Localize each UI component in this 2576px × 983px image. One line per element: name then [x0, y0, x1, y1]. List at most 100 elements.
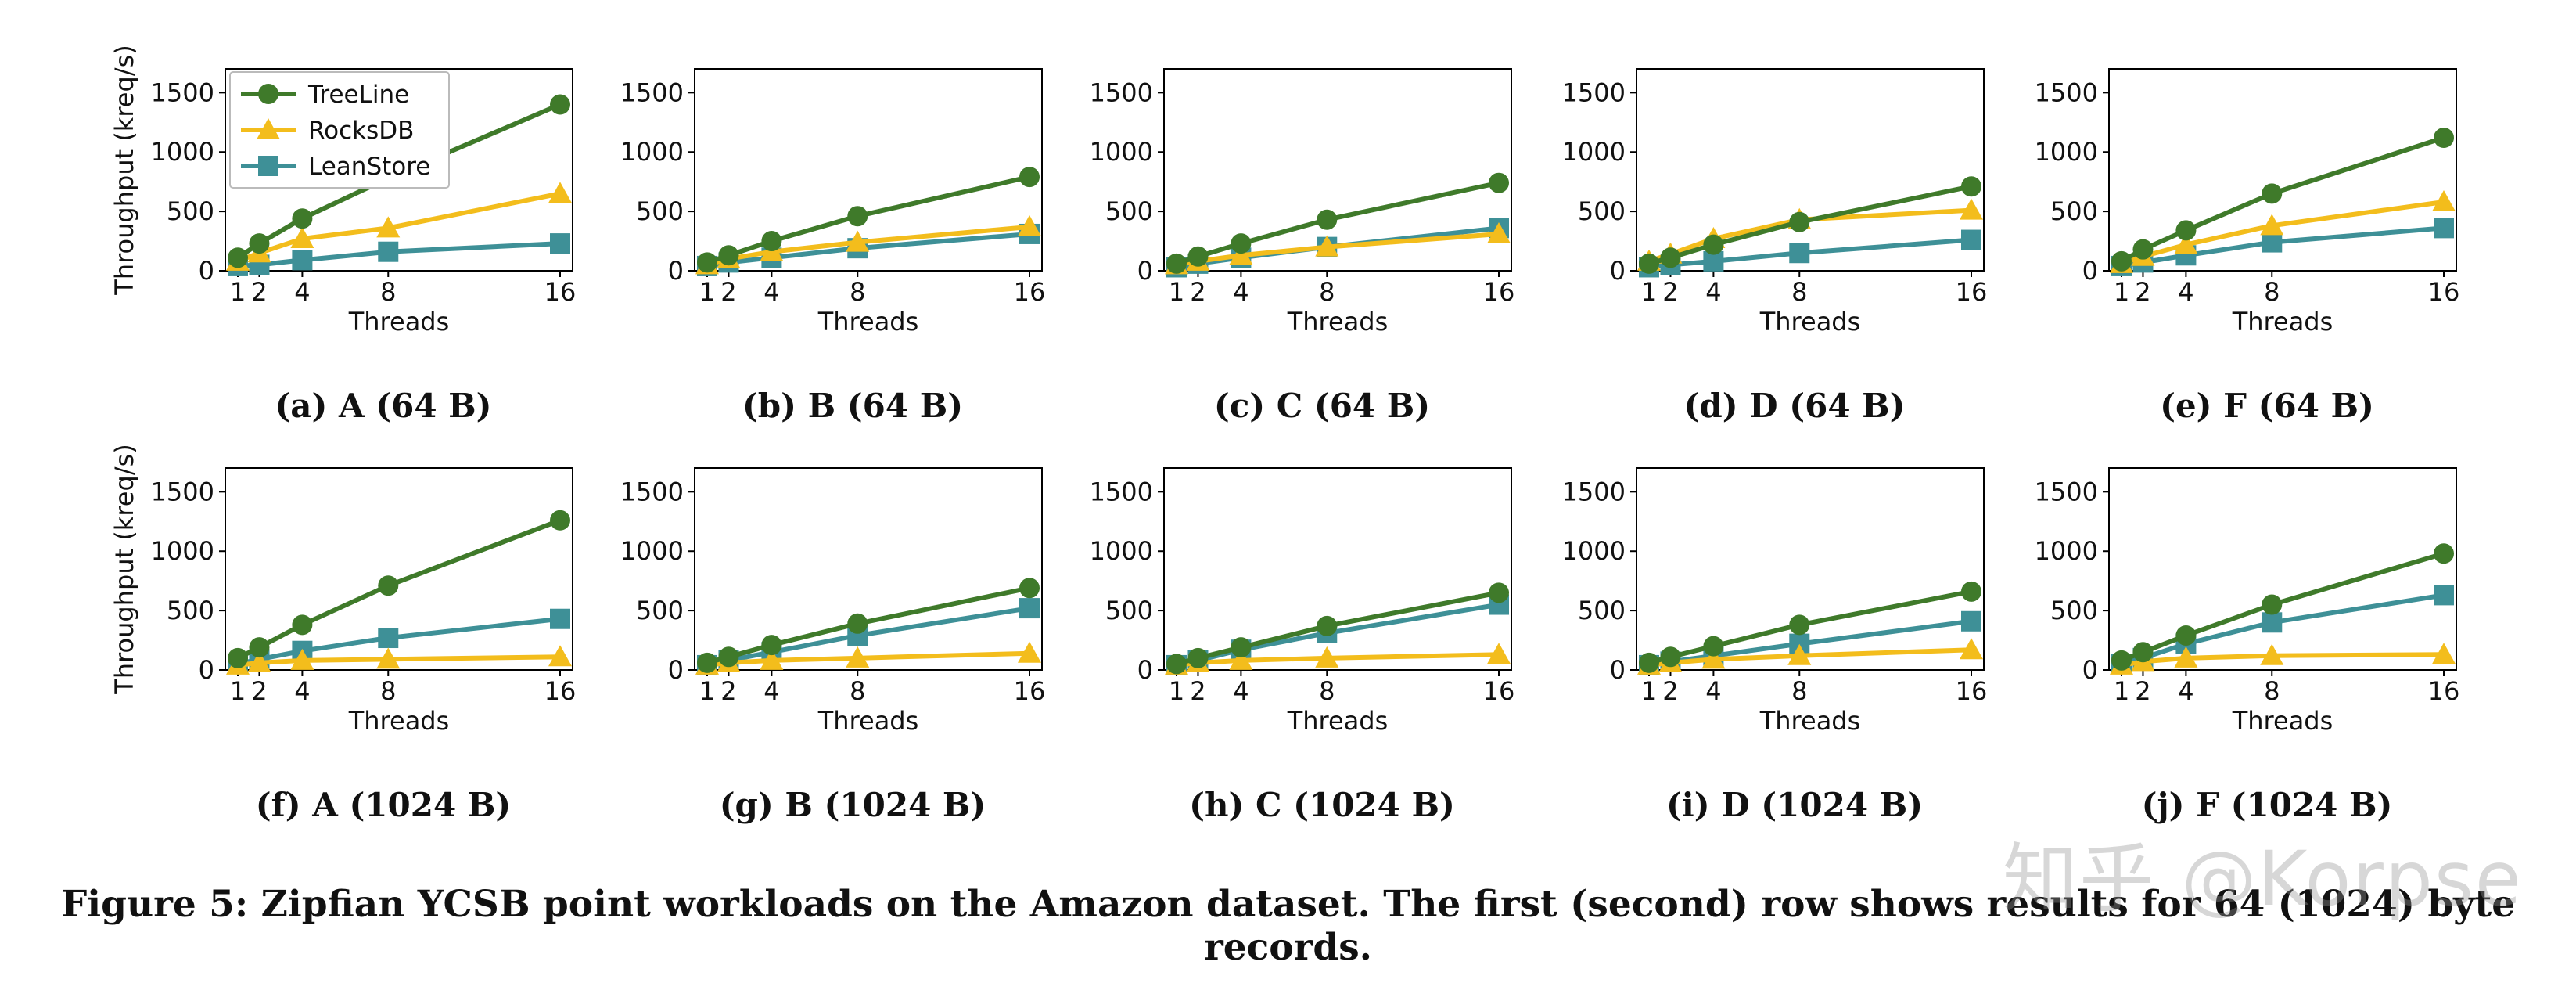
data-point [292, 250, 313, 271]
data-point [1961, 229, 1981, 250]
y-tick-label: 500 [636, 596, 684, 625]
chart-panel: 0 500 1000 1500 1 2 4 8 16 Threads (b) B (64 B) [620, 68, 1046, 425]
series-rocksdb [1165, 221, 1511, 275]
data-point [1315, 235, 1339, 257]
y-tick-label: 500 [1578, 196, 1626, 226]
x-tick-label: 8 [850, 676, 865, 706]
plot-frame [2108, 467, 2457, 671]
data-point [1789, 243, 1810, 264]
data-point [290, 227, 314, 249]
x-tick-label: 2 [251, 676, 267, 706]
x-axis-label: Threads [348, 706, 450, 736]
data-point [228, 647, 248, 668]
data-point [1315, 646, 1339, 668]
data-point [2111, 650, 2132, 671]
x-tick-label: 4 [2178, 277, 2193, 307]
x-tick-label: 8 [1319, 676, 1335, 706]
x-tick-label: 8 [1319, 277, 1335, 307]
data-point [1317, 209, 1338, 230]
x-tick-label: 2 [251, 277, 267, 307]
x-axis-label: Threads [2232, 706, 2333, 736]
subfigure-caption: (i) D (1024 B) [1666, 786, 1923, 824]
data-point [378, 241, 399, 262]
subfigure-caption: (c) C (64 B) [1214, 387, 1430, 425]
data-point [290, 648, 314, 670]
series-line [2120, 551, 2445, 663]
x-tick-label: 1 [1641, 676, 1657, 706]
series-treeline [2111, 128, 2454, 272]
data-point [1487, 643, 1511, 664]
y-tick-label: 0 [1137, 655, 1153, 685]
y-tick-label: 500 [1105, 196, 1153, 226]
y-tick-label: 500 [1578, 596, 1626, 625]
data-point [1018, 214, 1041, 236]
data-point [1703, 636, 1724, 657]
y-tick-label: 1000 [151, 137, 214, 167]
series-treeline [697, 578, 1040, 673]
x-tick-label: 1 [2114, 277, 2129, 307]
y-tick-label: 0 [1610, 655, 1626, 685]
data-point [550, 94, 570, 115]
legend-box [229, 71, 450, 189]
x-tick-label: 16 [2428, 676, 2460, 706]
data-point [1487, 221, 1511, 243]
chart-panel: 0 500 1000 1500 1 2 4 8 16 Threads (d) D (64 B) [1562, 68, 1987, 425]
plot-frame [1163, 68, 1512, 272]
plot-frame [1636, 68, 1985, 272]
x-tick-label: 1 [1641, 277, 1657, 307]
chart-panel: 0 500 1000 1500 1 2 4 8 16 Threads (h) C (1024 B) [1090, 467, 1515, 824]
data-point [2262, 612, 2283, 633]
y-tick-label: 1500 [1562, 77, 1626, 107]
subfigure-caption: (f) A (1024 B) [256, 786, 511, 824]
data-point [718, 646, 739, 668]
x-tick-label: 4 [1233, 676, 1248, 706]
data-point [1961, 581, 1981, 602]
x-tick-label: 8 [1791, 676, 1807, 706]
y-tick-label: 1500 [1090, 477, 1153, 506]
x-tick-label: 1 [2114, 676, 2129, 706]
data-point [697, 652, 717, 673]
y-tick-label: 1500 [620, 77, 684, 107]
y-tick-label: 0 [2082, 655, 2098, 685]
chart-panel: 0 500 1000 1500 1 2 4 8 16 Threads (i) D (1024 B) [1562, 467, 1988, 824]
data-point [1019, 598, 1040, 619]
y-tick-label: 1000 [1090, 536, 1153, 566]
data-point [2434, 543, 2454, 564]
x-tick-label: 8 [2264, 676, 2280, 706]
legend-marker [258, 156, 278, 176]
series-treeline [1166, 582, 1509, 675]
x-tick-label: 16 [1014, 277, 1046, 307]
data-point [2262, 183, 2283, 204]
data-point [2432, 189, 2456, 211]
data-point [1229, 243, 1253, 265]
subfigure-caption: (h) C (1024 B) [1189, 786, 1455, 824]
data-point [2262, 594, 2283, 615]
data-point [1187, 647, 1209, 668]
chart-panel: 0 500 1000 1500 1 2 4 8 16 Threads (g) B (1024 B) [620, 467, 1045, 824]
x-tick-label: 1 [230, 676, 246, 706]
series-treeline [228, 510, 570, 668]
plot-frame [1636, 467, 1985, 671]
y-tick-label: 500 [2050, 596, 2098, 625]
data-point [1639, 652, 1659, 673]
chart-panel: 0 500 1000 1500 1 2 4 8 16 Threads (j) F (1024 B) [2035, 467, 2460, 824]
y-tick-label: 1500 [1562, 477, 1626, 506]
x-tick-label: 16 [1956, 676, 1988, 706]
legend-label: TreeLine [307, 81, 409, 109]
data-point [1187, 246, 1209, 267]
data-point [1787, 643, 1812, 665]
subfigure-caption: (e) F (64 B) [2160, 387, 2374, 425]
subfigure-caption: (b) B (64 B) [742, 387, 963, 425]
x-tick-label: 2 [2135, 676, 2150, 706]
subfigure-caption: (a) A (64 B) [275, 387, 491, 425]
x-tick-label: 8 [380, 277, 396, 307]
x-tick-label: 4 [763, 676, 779, 706]
x-tick-label: 16 [1483, 676, 1515, 706]
x-tick-label: 4 [1705, 277, 1721, 307]
series-treeline [1166, 172, 1509, 274]
y-tick-label: 500 [1105, 596, 1153, 625]
data-point [1489, 582, 1509, 603]
data-point [2260, 643, 2284, 665]
y-tick-label: 1000 [151, 536, 214, 566]
